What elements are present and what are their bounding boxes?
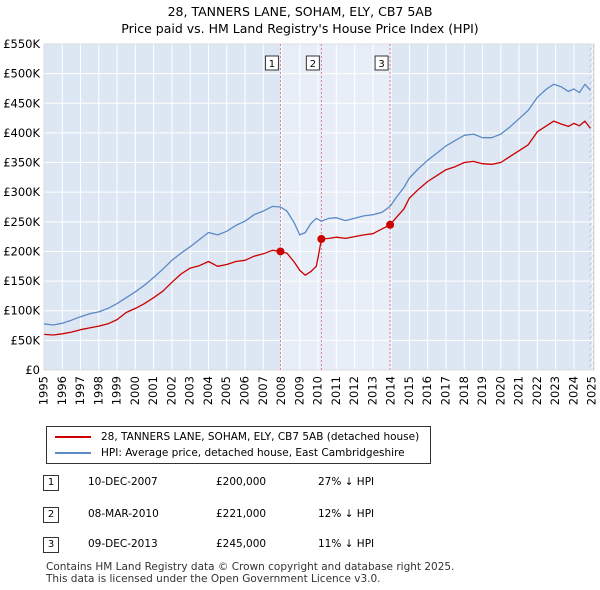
sale-price: £245,000 <box>216 538 267 550</box>
legend: 28, TANNERS LANE, SOHAM, ELY, CB7 5AB (d… <box>46 426 431 464</box>
x-tick-label: 2018 <box>457 376 471 405</box>
x-tick-label: 1998 <box>91 376 105 405</box>
x-tick-label: 2011 <box>329 376 343 405</box>
property-price-line <box>43 120 591 336</box>
plot-frame <box>43 43 595 371</box>
x-tick-label: 2009 <box>292 376 306 405</box>
sale-label: 3 <box>378 59 384 70</box>
x-tick-label: 2000 <box>128 376 142 405</box>
legend-item-hpi: HPI: Average price, detached house, East… <box>55 446 405 460</box>
sale-number: 3 <box>43 537 59 553</box>
legend-swatch-hpi <box>55 452 91 454</box>
y-tick-label: £250K <box>3 215 40 229</box>
chart-subtitle: Price paid vs. HM Land Registry's House … <box>121 21 479 36</box>
hpi-line <box>43 83 591 326</box>
sale-point <box>386 220 395 229</box>
x-tick-label: 1996 <box>55 376 69 405</box>
y-tick-label: £500K <box>3 67 40 81</box>
y-tick-label: £450K <box>3 96 40 110</box>
sale-label-box <box>264 55 279 71</box>
sale-row: 2 08-MAR-2010 £221,000 12% ↓ HPI <box>0 507 600 527</box>
x-tick-label: 2017 <box>438 376 452 405</box>
sale-hpi-diff: 11% ↓ HPI <box>318 538 375 550</box>
sale-label-box <box>374 55 389 71</box>
x-tick-label: 2001 <box>146 376 160 405</box>
chart-title: 28, TANNERS LANE, SOHAM, ELY, CB7 5AB <box>167 4 433 19</box>
x-tick-label: 2015 <box>402 376 416 405</box>
y-tick-label: £550K <box>3 37 40 51</box>
x-tick-label: 2021 <box>512 376 526 405</box>
x-tick-label: 2020 <box>493 376 507 405</box>
x-tick-label: 2013 <box>365 376 379 405</box>
x-tick-label: 1997 <box>73 376 87 405</box>
sale-row: 1 10-DEC-2007 £200,000 27% ↓ HPI <box>0 475 600 495</box>
y-tick-label: £350K <box>3 156 40 170</box>
sale-date: 08-MAR-2010 <box>88 508 159 520</box>
y-tick-label: £300K <box>3 185 40 199</box>
y-tick-label: £100K <box>3 304 40 318</box>
x-tick-label: 2007 <box>256 376 270 405</box>
x-tick-label: 2014 <box>384 376 398 405</box>
x-tick-label: 2002 <box>164 376 178 405</box>
highlight-band <box>280 44 391 370</box>
sale-hpi-diff: 12% ↓ HPI <box>318 508 375 520</box>
x-tick-label: 2016 <box>420 376 434 405</box>
sale-price: £221,000 <box>216 508 267 520</box>
y-tick-label: £400K <box>3 126 40 140</box>
x-tick-label: 2008 <box>274 376 288 405</box>
legend-label-hpi: HPI: Average price, detached house, East… <box>101 447 405 459</box>
x-tick-label: 2003 <box>183 376 197 405</box>
x-tick-label: 2024 <box>566 376 580 405</box>
legend-item-property: 28, TANNERS LANE, SOHAM, ELY, CB7 5AB (d… <box>55 430 419 444</box>
x-tick-label: 2025 <box>585 376 599 405</box>
y-tick-label: £50K <box>11 333 41 347</box>
footer-copyright: Contains HM Land Registry data © Crown c… <box>46 561 455 573</box>
legend-label-property: 28, TANNERS LANE, SOHAM, ELY, CB7 5AB (d… <box>101 431 420 443</box>
x-tick-label: 2005 <box>219 376 233 405</box>
y-tick-label: £150K <box>3 274 40 288</box>
sale-number: 2 <box>43 507 59 523</box>
x-tick-label: 2012 <box>347 376 361 405</box>
sale-date: 10-DEC-2007 <box>88 476 158 488</box>
price-chart: £0 £50K £100K £150K £200K £250K £300K £350K £400… <box>3 37 599 405</box>
legend-swatch-property <box>55 436 91 438</box>
x-tick-label: 2010 <box>311 376 325 405</box>
sale-date: 09-DEC-2013 <box>88 538 158 550</box>
x-tick-label: 2004 <box>201 376 215 405</box>
footer-licence: This data is licensed under the Open Gov… <box>46 573 381 585</box>
sale-label-box <box>305 55 320 71</box>
sale-label: 2 <box>310 59 316 70</box>
sale-number: 1 <box>43 475 59 491</box>
x-tick-label: 2019 <box>475 376 489 405</box>
x-tick-label: 2023 <box>548 376 562 405</box>
y-tick-label: £0 <box>25 363 40 377</box>
x-tick-label: 2006 <box>237 376 251 405</box>
sale-label: 1 <box>269 59 275 70</box>
sale-row: 3 09-DEC-2013 £245,000 11% ↓ HPI <box>0 537 600 557</box>
x-tick-label: 2022 <box>530 376 544 405</box>
y-tick-label: £200K <box>3 244 40 258</box>
sale-hpi-diff: 27% ↓ HPI <box>318 476 375 488</box>
sale-price: £200,000 <box>216 476 267 488</box>
sale-point <box>317 235 326 244</box>
x-tick-label: 1999 <box>110 376 124 405</box>
sale-point <box>276 247 285 256</box>
x-tick-label: 1995 <box>37 376 51 405</box>
